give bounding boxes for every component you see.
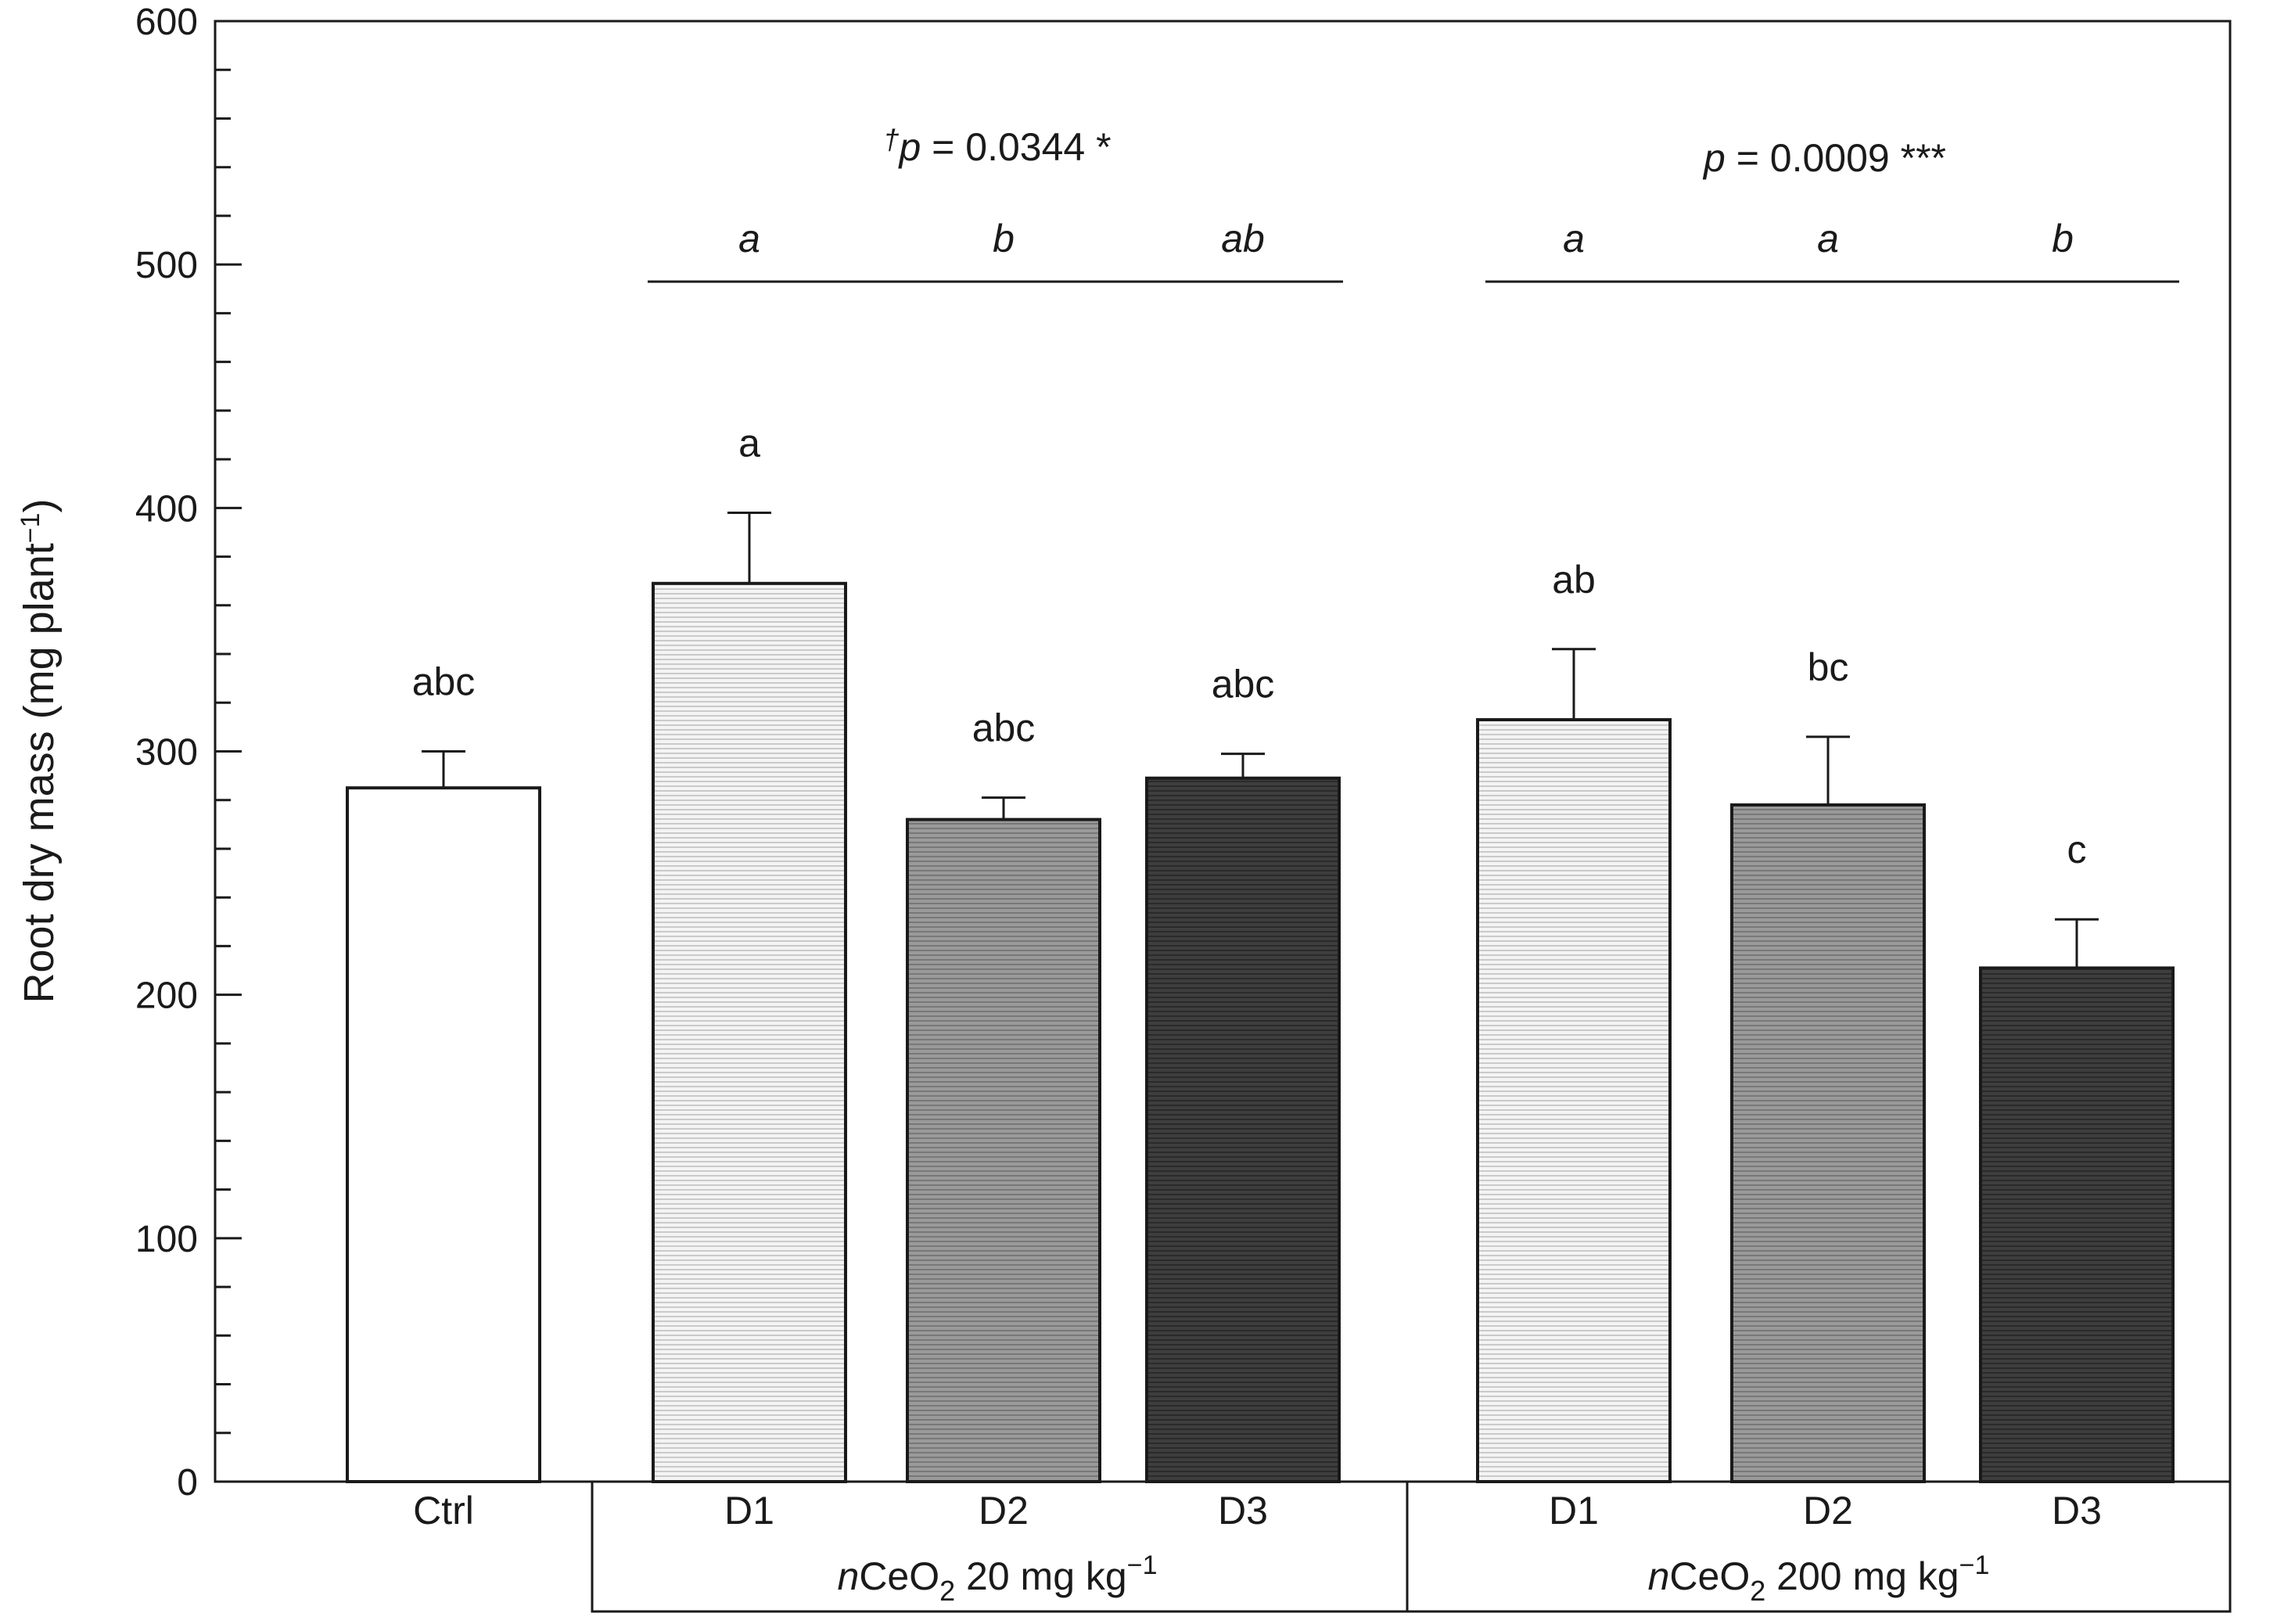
group-200-letter-d1: a bbox=[1563, 217, 1585, 260]
group-200-label-sub: 2 bbox=[1750, 1575, 1765, 1607]
bar-0-ctrl bbox=[346, 786, 541, 1483]
y-axis-title-tail: ) bbox=[16, 499, 63, 513]
category-label-3: D3 bbox=[1218, 1489, 1268, 1532]
bar-letter-1: a bbox=[738, 422, 760, 465]
group-20-stat-rest: = 0.0344 * bbox=[921, 125, 1111, 169]
group-20-label-sup: −1 bbox=[1127, 1550, 1158, 1580]
group-20-label: nCeO2 20 mg kg−1 bbox=[838, 1550, 1158, 1607]
y-tick-label-300: 300 bbox=[135, 732, 198, 774]
group-200-label: nCeO2 200 mg kg−1 bbox=[1648, 1550, 1990, 1607]
group-20-label-sub: 2 bbox=[939, 1575, 955, 1607]
group-20-stat-p: p bbox=[897, 125, 921, 169]
group-200-label-prefix: n bbox=[1648, 1554, 1670, 1598]
group-200-label-sup: −1 bbox=[1959, 1550, 1990, 1580]
group-200-label-mid: 200 mg kg bbox=[1765, 1554, 1959, 1598]
bar-letter-2: abc bbox=[972, 706, 1036, 750]
group-200-letter-d2: a bbox=[1817, 217, 1839, 260]
group-200-stat-p: p bbox=[1702, 136, 1726, 180]
y-tick-label-600: 600 bbox=[135, 2, 198, 43]
bar-letter-3: abc bbox=[1212, 663, 1275, 706]
category-label-2: D2 bbox=[979, 1489, 1029, 1532]
error-bars bbox=[422, 512, 2099, 968]
y-tick-label-200: 200 bbox=[135, 975, 198, 1017]
category-label-1: D1 bbox=[724, 1489, 774, 1532]
bar-4-d1 bbox=[1476, 718, 1672, 1483]
bar-3-d3 bbox=[1145, 776, 1341, 1483]
group-200-stat: p = 0.0009 *** bbox=[1702, 136, 1946, 180]
category-label-5: D2 bbox=[1803, 1489, 1853, 1532]
group-label-boxes: nCeO2 20 mg kg−1 nCeO2 200 mg kg−1 bbox=[591, 1482, 2232, 1613]
group-200-stat-rest: = 0.0009 *** bbox=[1726, 136, 1946, 180]
y-tick-label-0: 0 bbox=[177, 1462, 198, 1504]
bar-5-d2 bbox=[1730, 803, 1926, 1483]
category-labels: Ctrl D1 D2 D3 D1 D2 D3 bbox=[413, 1489, 2102, 1532]
group-20-label-mid: 20 mg kg bbox=[955, 1554, 1127, 1598]
bar-letter-5: bc bbox=[1808, 645, 1849, 689]
significance-letters: abc a abc abc ab bc c bbox=[412, 422, 2087, 872]
bar-2-d2 bbox=[906, 817, 1101, 1484]
bars bbox=[346, 581, 2175, 1484]
group-20-label-main: CeO bbox=[859, 1554, 939, 1598]
category-label-4: D1 bbox=[1549, 1489, 1599, 1532]
category-label-0: Ctrl bbox=[413, 1489, 474, 1532]
group-20-letter-d1: a bbox=[738, 217, 760, 260]
group-200-box bbox=[1407, 1482, 2232, 1613]
group-200-letter-d3: b bbox=[2052, 217, 2074, 260]
group-20-label-prefix: n bbox=[838, 1554, 860, 1598]
category-label-6: D3 bbox=[2052, 1489, 2102, 1532]
group-20-box bbox=[591, 1482, 1409, 1613]
y-axis-ticks: 0 100 200 300 400 500 600 bbox=[135, 2, 242, 1504]
bar-letter-6: c bbox=[2067, 828, 2087, 871]
y-axis-title: Root dry mass (mg plant−1) bbox=[16, 499, 63, 1004]
group-20-letter-d3: ab bbox=[1221, 217, 1265, 260]
y-tick-label-400: 400 bbox=[135, 488, 198, 530]
group-20-stat-dagger: † bbox=[883, 124, 899, 156]
y-tick-label-100: 100 bbox=[135, 1219, 198, 1260]
group-20-letter-d2: b bbox=[993, 217, 1015, 260]
group-20-stat: †p = 0.0344 * bbox=[883, 124, 1111, 169]
group-20-annotations: †p = 0.0344 * a b ab bbox=[648, 124, 1343, 283]
bar-letter-0: abc bbox=[412, 660, 476, 704]
bar-1-d1 bbox=[652, 581, 847, 1483]
y-axis-title-sup: −1 bbox=[16, 513, 45, 544]
bar-6-d3 bbox=[1979, 966, 2175, 1483]
bar-letter-4: ab bbox=[1552, 558, 1596, 602]
group-200-annotations: p = 0.0009 *** a a b bbox=[1485, 136, 2179, 283]
y-axis-title-main: Root dry mass (mg plant bbox=[16, 543, 63, 1003]
group-200-label-main: CeO bbox=[1669, 1554, 1750, 1598]
y-tick-label-500: 500 bbox=[135, 245, 198, 286]
